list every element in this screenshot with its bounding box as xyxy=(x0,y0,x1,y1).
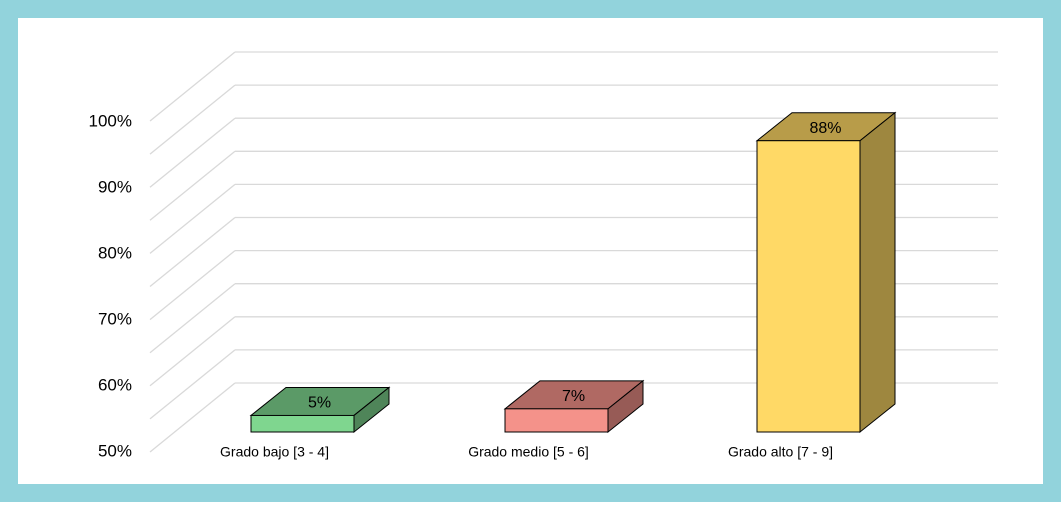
x-tick-label: Grado bajo [3 - 4] xyxy=(220,444,329,460)
y-tick-label: 60% xyxy=(98,375,132,394)
bar-side xyxy=(859,111,896,434)
grid-side xyxy=(149,84,236,155)
grid-side xyxy=(149,183,236,254)
grid-side xyxy=(149,382,236,453)
y-tick-label: 100% xyxy=(89,111,132,130)
value-label: 7% xyxy=(562,388,585,405)
y-tick-label: 80% xyxy=(98,243,132,262)
y-tick-label: 70% xyxy=(98,309,132,328)
grid-side xyxy=(149,150,236,221)
y-tick-label: 50% xyxy=(98,441,132,460)
bar xyxy=(250,414,355,433)
y-tick-label: 90% xyxy=(98,177,132,196)
value-label: 88% xyxy=(809,120,841,137)
x-tick-label: Grado medio [5 - 6] xyxy=(468,444,589,460)
bar xyxy=(504,408,609,433)
grid-side xyxy=(149,349,236,420)
grid-side xyxy=(149,51,236,122)
bar xyxy=(756,140,861,433)
grid-side xyxy=(149,216,236,288)
value-label: 5% xyxy=(308,395,331,412)
grid-side xyxy=(149,250,236,321)
grid-side xyxy=(149,117,236,188)
x-tick-label: Grado alto [7 - 9] xyxy=(728,444,833,460)
grid-side xyxy=(149,283,236,354)
grid-side xyxy=(149,316,236,387)
